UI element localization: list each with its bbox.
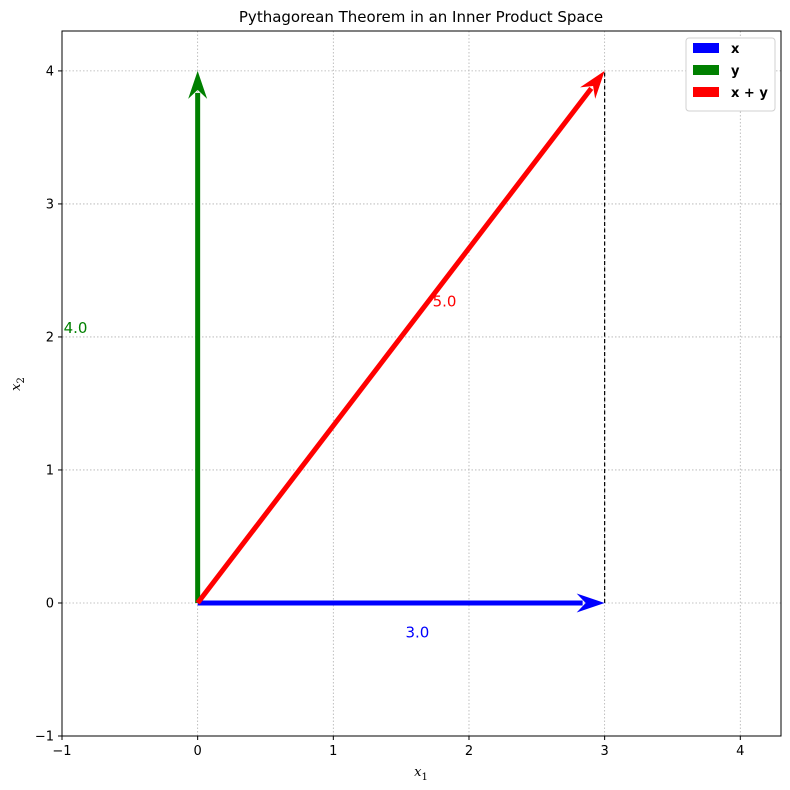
x-tick-label: 1 (329, 744, 337, 759)
y-axis-label-subscript: 2 (16, 377, 27, 383)
y-tick-label: −1 (35, 730, 54, 745)
vector-sum (195, 70, 605, 605)
x-tick-label: −1 (52, 744, 71, 759)
vector-arrowhead (188, 70, 208, 99)
y-axis-label-main: x (9, 383, 24, 391)
legend-label-sum: x + y (731, 86, 768, 101)
grid (62, 31, 781, 736)
legend-label-x: x (731, 42, 740, 57)
legend-swatch-sum (693, 87, 719, 97)
y-tick-label: 2 (46, 330, 54, 345)
x-axis-label-main: x (414, 765, 422, 780)
y-tick-label: 3 (46, 197, 54, 212)
vector-layer (188, 70, 605, 613)
y-tick-label: 4 (46, 64, 54, 79)
legend-label-y: y (731, 64, 740, 79)
vector-length-label: 3.0 (406, 624, 430, 642)
ticks: −1 0 1 2 3 4 −1 0 1 2 3 4 (35, 64, 745, 759)
plot-frame (61, 30, 782, 737)
vector-x (197, 593, 605, 613)
y-tick-label: 1 (46, 463, 54, 478)
vector-arrowhead (580, 70, 605, 99)
vector-y (188, 70, 208, 603)
x-tick-label: 2 (465, 744, 473, 759)
annotations: 3.0 4.0 5.0 (64, 292, 457, 641)
legend-swatch-x (693, 43, 719, 53)
vector-length-label: 5.0 (433, 292, 457, 310)
chart-title: Pythagorean Theorem in an Inner Product … (239, 8, 603, 26)
y-axis-label: x2 (9, 377, 27, 391)
x-tick-label: 3 (601, 744, 609, 759)
x-tick-label: 0 (194, 744, 202, 759)
x-axis-label-subscript: 1 (421, 772, 427, 783)
vector-length-label: 4.0 (64, 319, 88, 337)
legend: x y x + y (685, 37, 776, 112)
vector-shaft (195, 86, 594, 605)
y-tick-label: 0 (46, 596, 54, 611)
legend-swatch-y (693, 65, 719, 75)
vector-arrowhead (576, 593, 605, 613)
x-tick-label: 4 (736, 744, 744, 759)
x-axis-label: x1 (414, 765, 428, 783)
